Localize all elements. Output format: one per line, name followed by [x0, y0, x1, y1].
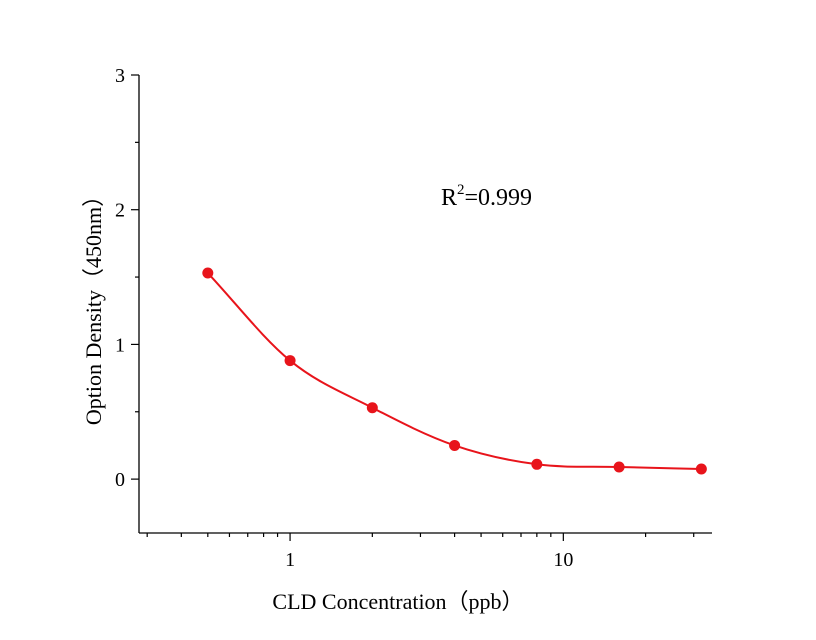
x-tick-label: 10: [553, 549, 573, 571]
r-squared-annotation: R2=0.999: [441, 182, 532, 211]
r-squared-value: =0.999: [465, 185, 533, 211]
data-point: [531, 458, 543, 470]
data-point: [284, 355, 296, 367]
data-point: [449, 439, 461, 451]
data-point: [695, 463, 707, 475]
data-point: [202, 267, 214, 279]
x-axis-title: CLD Concentration（ppb）: [272, 589, 523, 614]
y-tick-label: 1: [115, 334, 125, 356]
y-tick-label: 2: [115, 200, 125, 222]
y-ticks: 0 1 2 3: [115, 65, 139, 491]
fit-curve: [207, 272, 702, 471]
plot-area: [202, 267, 707, 475]
y-tick-label: 3: [115, 65, 125, 87]
r-squared-base: R: [441, 185, 457, 211]
axes: [138, 75, 712, 534]
y-axis-title: Option Density（450nm）: [81, 185, 106, 425]
data-point: [366, 402, 378, 414]
x-ticks: 1 10: [146, 533, 695, 571]
r-squared-superscript: 2: [457, 182, 465, 198]
x-tick-label: 1: [285, 549, 295, 571]
data-point: [613, 461, 625, 473]
y-tick-label: 0: [115, 469, 125, 491]
